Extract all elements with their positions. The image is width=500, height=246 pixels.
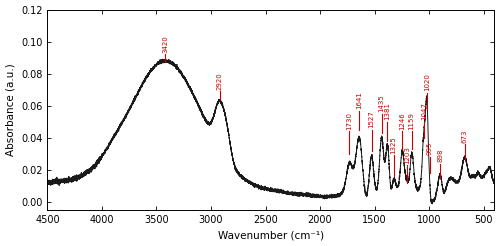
Text: 1203: 1203 <box>404 146 410 164</box>
Text: 1159: 1159 <box>408 112 414 130</box>
Text: 1435: 1435 <box>378 94 384 112</box>
X-axis label: Wavenumber (cm⁻¹): Wavenumber (cm⁻¹) <box>218 231 324 240</box>
Y-axis label: Absorbance (a.u.): Absorbance (a.u.) <box>6 63 16 156</box>
Text: 898: 898 <box>437 148 443 162</box>
Text: 1020: 1020 <box>424 74 430 91</box>
Text: 3420: 3420 <box>162 35 168 53</box>
Text: 1641: 1641 <box>356 91 362 109</box>
Text: 995: 995 <box>426 142 432 155</box>
Text: 1730: 1730 <box>346 112 352 130</box>
Text: 1527: 1527 <box>368 110 374 128</box>
Text: 1381: 1381 <box>384 102 390 120</box>
Text: 1325: 1325 <box>390 136 396 154</box>
Text: 2920: 2920 <box>216 72 222 90</box>
Text: 1047: 1047 <box>421 102 427 120</box>
Text: 673: 673 <box>462 129 468 143</box>
Text: 1246: 1246 <box>399 112 405 130</box>
